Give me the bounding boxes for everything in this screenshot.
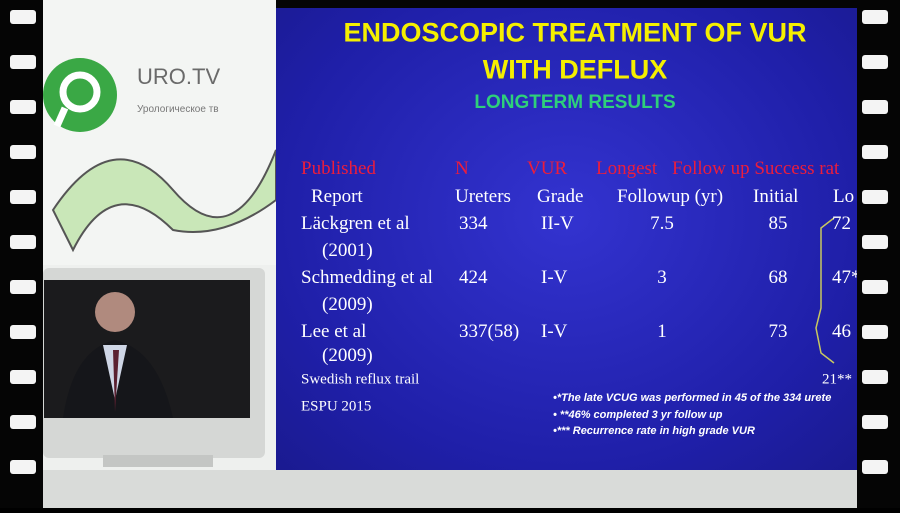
footnote: • **46% completed 3 yr follow up [553, 408, 723, 421]
film-hole [10, 100, 36, 114]
bracket [815, 217, 835, 364]
film-hole [862, 325, 888, 339]
film-hole [10, 55, 36, 69]
swedish-label: Swedish reflux trail [301, 371, 420, 388]
footnote: •*The late VCUG was performed in 45 of t… [553, 392, 832, 404]
header-cell: Longest [596, 158, 658, 179]
film-hole [862, 460, 888, 474]
film-hole [10, 190, 36, 204]
header-cell: Lo [833, 186, 855, 207]
film-hole [10, 145, 36, 159]
film-hole [10, 370, 36, 384]
film-hole [862, 55, 888, 69]
report-name: Lee et al [301, 321, 367, 342]
table-cell: I-V [541, 267, 568, 288]
slide-subtitle: LONGTERM RESULTS [474, 92, 676, 113]
film-hole [862, 235, 888, 249]
film-hole [862, 10, 888, 24]
slide-title: ENDOSCOPIC TREATMENT OF VUR [343, 17, 807, 48]
film-hole [862, 145, 888, 159]
film-hole [862, 280, 888, 294]
film-hole [10, 235, 36, 249]
bottom-bar [43, 470, 857, 508]
film-hole [862, 415, 888, 429]
header-cell: Followup (yr) [617, 186, 724, 207]
film-hole [10, 10, 36, 24]
table-cell: 68 [768, 267, 788, 288]
table-cell: 3 [657, 267, 667, 288]
table-cell: 73 [768, 321, 788, 342]
footnote: •*** Recurrence rate in high grade VUR [553, 425, 755, 437]
film-hole [10, 325, 36, 339]
film-hole [862, 190, 888, 204]
table-cell: 334 [459, 213, 488, 234]
table-cell: 46 [832, 321, 851, 342]
table-cell: 424 [459, 267, 488, 288]
logo-tagline: Урологическое тв [137, 104, 219, 115]
header-cell: Initial [753, 186, 799, 207]
source: ESPU 2015 [301, 398, 372, 415]
header-cell: N [455, 158, 469, 179]
header-cell: Grade [537, 186, 584, 207]
film-hole [862, 100, 888, 114]
slide-title: WITH DEFLUX [482, 54, 668, 85]
report-year: (2009) [322, 345, 373, 366]
swedish-value: 21** [822, 371, 852, 388]
side-art [43, 0, 277, 467]
header-cell: VUR [527, 158, 568, 179]
report-name: Läckgren et al [301, 213, 410, 234]
table-cell: 85 [768, 213, 788, 234]
header-cell: Follow up Success rat [672, 158, 840, 179]
film-hole [10, 280, 36, 294]
table-cell: 1 [657, 321, 667, 342]
film-hole [10, 415, 36, 429]
film-hole [862, 370, 888, 384]
table-cell: I-V [541, 321, 568, 342]
header-cell: Ureters [455, 186, 511, 207]
table-cell: 337(58) [459, 321, 520, 342]
table-cell: 7.5 [650, 213, 674, 234]
table-cell: II-V [541, 213, 574, 234]
logo-name: URO.TV [137, 64, 221, 89]
table-cell: 47* [832, 267, 857, 288]
table-cell: 72 [832, 213, 851, 234]
header-cell: Published [301, 158, 376, 179]
report-year: (2009) [322, 294, 373, 315]
report-name: Schmedding et al [301, 267, 433, 288]
report-year: (2001) [322, 240, 373, 261]
film-hole [10, 460, 36, 474]
side-panel: URO.TV Урологическое тв [43, 0, 277, 508]
slide: ENDOSCOPIC TREATMENT OF VUR WITH DEFLUX LO… [276, 8, 857, 470]
header-cell: Report [311, 186, 363, 207]
